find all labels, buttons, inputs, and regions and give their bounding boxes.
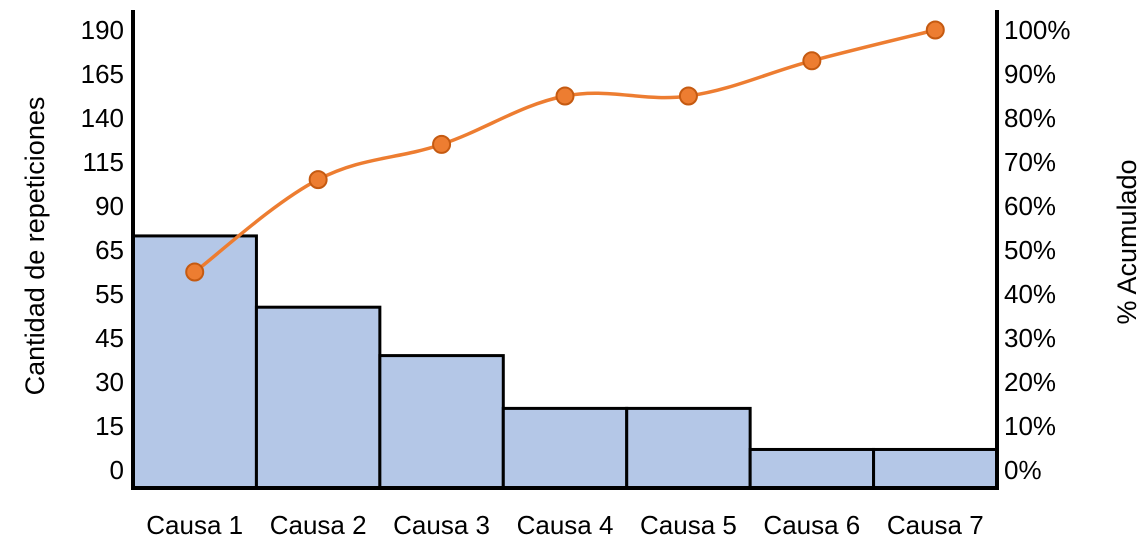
y2-tick-label: 30% [1004,323,1056,353]
y2-tick-label: 80% [1004,103,1056,133]
y-tick-label: 45 [95,323,124,353]
cumulative-point-3 [432,134,452,154]
cumulative-line [193,28,936,274]
y-tick-label: 165 [81,59,124,89]
bar-7 [872,447,999,490]
y-tick-label: 140 [81,103,124,133]
cumulative-line-layer [185,20,945,282]
cumulative-point-2 [308,170,328,190]
y-tick-label: 65 [95,235,124,265]
cumulative-point-1 [185,262,205,282]
cumulative-point-4 [555,86,575,106]
bar-4 [501,406,629,490]
y2-tick-label: 20% [1004,367,1056,397]
y2-tick-label: 50% [1004,235,1056,265]
x-tick-label: Causa 1 [146,510,243,540]
labels-layer: 0 15 30 45 55 65 90 115 140 165 190 0% 10% 20% 30% 40% 5… [81,15,1071,540]
x-tick-label: Causa 5 [640,510,737,540]
y-tick-label: 0 [110,455,124,485]
cumulative-point-5 [678,86,698,106]
cumulative-point-6 [802,51,822,71]
x-tick-label: Causa 7 [887,510,984,540]
y2-axis-title: % Acumulado [1112,159,1142,324]
bars-layer [131,234,999,490]
y-axis-title: Cantidad de repeticiones [20,97,50,396]
y-tick-label: 190 [81,15,124,45]
y2-tick-label: 0% [1004,455,1042,485]
y-tick-label: 55 [95,279,124,309]
x-tick-label: Causa 4 [517,510,614,540]
y-tick-label: 30 [95,367,124,397]
x-tick-label: Causa 2 [270,510,367,540]
y-tick-label: 115 [83,147,124,177]
bar-6 [748,447,876,490]
y2-tick-label: 90% [1004,59,1056,89]
bar-3 [378,354,505,490]
y2-tick-label: 70% [1004,147,1056,177]
x-tick-label: Causa 6 [763,510,860,540]
y2-tick-label: 60% [1004,191,1056,221]
bar-5 [625,406,752,490]
y2-tick-label: 10% [1004,411,1056,441]
axes-layer [131,10,999,490]
y2-tick-label: 40% [1004,279,1056,309]
y-tick-label: 15 [95,411,124,441]
y-tick-label: 90 [95,191,124,221]
cumulative-point-7 [925,20,945,40]
y2-tick-label: 100% [1004,15,1071,45]
x-tick-label: Causa 3 [393,510,490,540]
bar-2 [254,305,382,490]
